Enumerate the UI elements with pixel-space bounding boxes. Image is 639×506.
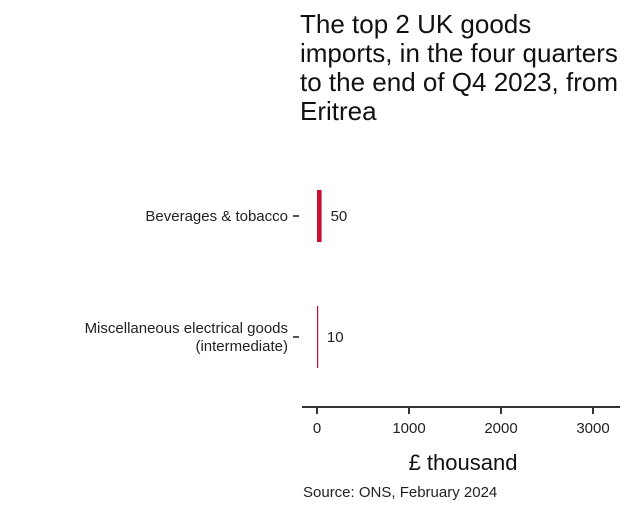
x-tick-label: 0 (313, 420, 321, 437)
category-label: Beverages & tobacco (145, 208, 288, 225)
data-label: 10 (327, 329, 344, 346)
x-axis-title: £ thousand (409, 450, 518, 475)
category-label: (intermediate) (195, 338, 288, 355)
source-note: Source: ONS, February 2024 (303, 484, 498, 501)
category-label: Miscellaneous electrical goods (85, 320, 288, 337)
x-tick-label: 3000 (576, 420, 609, 437)
x-tick-label: 2000 (484, 420, 517, 437)
bar (317, 306, 319, 368)
chart-title: The top 2 UK goods imports, in the four … (300, 9, 618, 126)
bar (317, 190, 322, 242)
data-label: 50 (331, 208, 348, 225)
x-tick-label: 1000 (392, 420, 425, 437)
